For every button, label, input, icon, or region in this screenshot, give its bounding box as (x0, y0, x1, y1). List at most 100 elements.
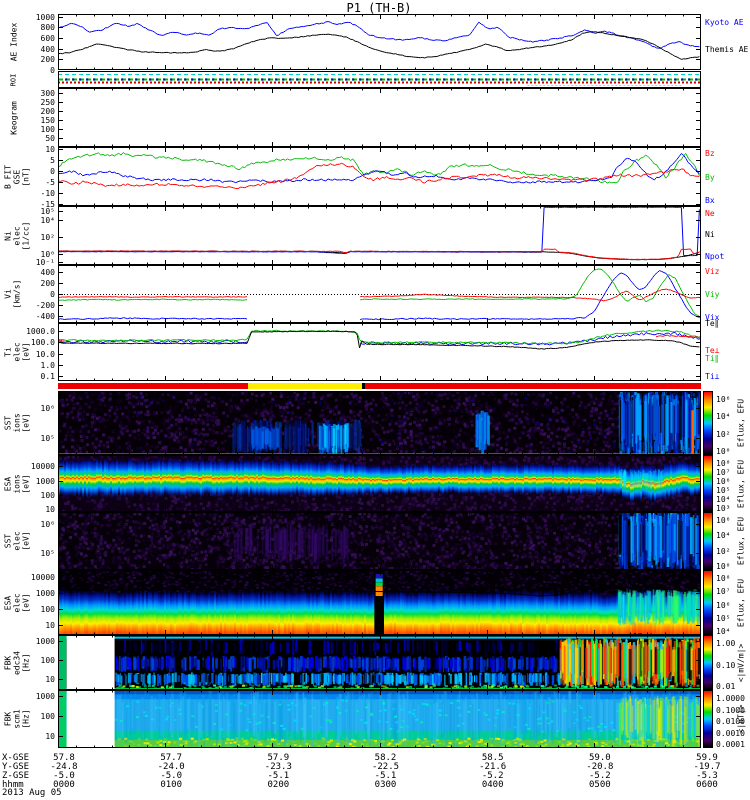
colorbar-esa_i (703, 455, 713, 512)
panel-ti-ytick: 10.0 (35, 349, 55, 359)
panel-esa_e-ytick: 10000 (30, 572, 55, 582)
colorbar-sst_i-tick: 10² (716, 429, 731, 439)
colorbar-fbk_e-tick: 1.00 (716, 639, 736, 648)
panel-ti-legend-Te∥: Te∥ (705, 319, 719, 328)
panel-sst_i-left-label: SST (3, 415, 13, 431)
colorbar-sst_e-tick: 10² (716, 546, 731, 556)
panel-vi-ytick: 400 (40, 267, 55, 277)
colorbar-fbk_b-unit: <|nT|> (736, 704, 746, 734)
panel-sst_i-ytick: 10⁶ (40, 404, 55, 414)
colorbar-esa_e-tick: 10⁴ (716, 627, 731, 636)
panel-keogram-ytick: 300 (40, 89, 55, 99)
panel-ti-ytick: 1000.0 (26, 326, 55, 336)
panel-esa_i-ytick: 100 (40, 490, 55, 500)
panel-ni-left-label: [1/cc] (21, 221, 31, 250)
colorbar-sst_i (703, 391, 713, 455)
panel-ae-ytick: 400 (40, 44, 55, 54)
panel-sst_e-ytick: 10⁵ (40, 548, 55, 558)
panel-ni-ytick: 10² (40, 232, 55, 242)
panel-ni-ytick: 10⁻¹ (35, 258, 55, 268)
panel-esa_i-left-label: ESA (3, 476, 13, 491)
colorbar-esa_i-tick: 10³ (716, 504, 731, 513)
panel-fbk_e-left-label: FBK (3, 655, 13, 670)
axis-tick-x_gse: 59.9 (696, 753, 718, 763)
panel-keogram-ytick: 250 (40, 98, 55, 108)
panel-ae-ytick: 800 (40, 23, 55, 33)
colorbar-sst_i-tick: 10⁰ (716, 447, 731, 456)
colorbar-fbk_b-tick: 1.0000 (716, 694, 745, 703)
axis-tick-y_gse: -21.6 (479, 762, 507, 772)
panel-ti-legend-Te⊥: Te⊥ (705, 346, 720, 356)
panel-esa_i-ytick: 10 (45, 505, 55, 515)
panel-ae-ytick: 600 (40, 34, 55, 43)
axis-tick-z_gse: -5.3 (696, 771, 718, 781)
panel-bfit-ytick: -5 (45, 177, 55, 187)
panel-fbk_b-ytick: 1000 (35, 692, 55, 701)
panel-esa_i-ytick: 1000 (35, 476, 55, 486)
panel-ae-ytick: 0 (50, 66, 55, 75)
panel-ae-canvas (58, 14, 701, 70)
panel-fbk_b-ytick: 10 (45, 732, 55, 741)
axis-tick-z_gse: -5.1 (374, 771, 397, 781)
colorbar-sst_e (703, 512, 713, 570)
panel-keogram-ytick: 150 (40, 116, 55, 126)
panel-esa_e-ytick: 100 (40, 605, 55, 614)
colorbar-esa_e-tick: 10⁶ (716, 600, 731, 610)
colorbar-esa_e-tick: 10⁸ (716, 574, 731, 583)
colorbar-esa_e-tick: 10⁷ (716, 587, 731, 597)
axis-tick-y_gse: -23.3 (264, 762, 292, 772)
axis-row-label-X-GSE: X-GSE (2, 753, 30, 763)
axis-tick-hhmm: 0200 (267, 780, 290, 790)
axis-tick-hhmm: 0100 (160, 780, 182, 790)
panel-bfit-legend-By: By (705, 172, 715, 182)
panel-vi-ytick: -200 (35, 301, 55, 311)
panel-ti-left-label: [eV] (21, 342, 31, 362)
panel-sst_e-left-label: [eV] (21, 531, 31, 551)
panel-bfit-legend-Bz: Bz (705, 148, 715, 158)
panel-bfit-ytick: 5 (50, 156, 55, 166)
panel-esa_i-ytick: 10000 (30, 462, 55, 472)
axis-tick-x_gse: 57.9 (267, 753, 290, 763)
panel-ni-ytick: 10⁴ (40, 215, 55, 225)
panel-bfit-left-label: GSE (12, 169, 22, 184)
panel-sst_e-left-label: SST (3, 533, 13, 549)
panel-keogram-ytick: 100 (40, 125, 55, 135)
panel-keogram-canvas (58, 88, 701, 147)
colorbar-fbk_b-tick: 0.0001 (716, 740, 745, 749)
panel-vi-ytick: 200 (40, 278, 55, 288)
axis-tick-hhmm: 0000 (53, 780, 75, 790)
panel-esa_e-left-label: elec (12, 592, 22, 613)
panel-bfit-left-label: [nT] (21, 166, 31, 187)
panel-esa_e-left-label: [eV] (21, 592, 31, 613)
panel-ti-canvas (58, 323, 701, 381)
panel-ae-legend-Kyoto AE: Kyoto AE (705, 18, 744, 28)
panel-fbk_b-left-label: FBK (3, 711, 13, 727)
colorbar-sst_e-unit: Eflux, EFU (736, 516, 746, 566)
panel-bfit-canvas (58, 147, 701, 206)
panel-esa_e-ytick: 1000 (35, 588, 55, 598)
panel-fbk_b-canvas (58, 690, 701, 748)
colorbar-esa_i-tick: 10⁶ (716, 477, 731, 486)
colorbar-sst_i-tick: 10⁶ (716, 395, 731, 404)
axis-tick-z_gse: -5.1 (267, 771, 290, 781)
axis-tick-hhmm: 0600 (696, 780, 718, 790)
panel-fbk_e-ytick: 100 (40, 655, 55, 665)
axis-tick-hhmm: 0300 (374, 780, 397, 790)
colorbar-esa_e-tick: 10⁵ (716, 613, 731, 623)
panel-vi-legend-Viy: Viy (705, 290, 720, 299)
panel-roi-canvas (58, 71, 701, 88)
panel-sst_i-left-label: ions (12, 413, 22, 433)
colorbar-sst_i-tick: 10⁴ (716, 412, 731, 422)
panel-sst_e-ytick: 10⁶ (40, 519, 55, 529)
colorbar-esa_i-tick: 10⁸ (716, 459, 731, 468)
panel-ni-legend-Ni: Ni (705, 230, 715, 240)
colorbar-esa_i-tick: 10⁷ (716, 468, 731, 477)
axis-tick-hhmm: 0500 (588, 780, 611, 790)
axis-tick-y_gse: -20.8 (586, 762, 614, 772)
colorbar-fbk_e-tick: 0.10 (716, 660, 736, 670)
panel-fbk_e-canvas (58, 635, 701, 690)
panel-ti-legend-Ti∥: Ti∥ (705, 353, 719, 363)
axis-row-label-Z-GSE: Z-GSE (2, 771, 30, 781)
panel-vi-legend-Vix: Vix (705, 313, 720, 323)
